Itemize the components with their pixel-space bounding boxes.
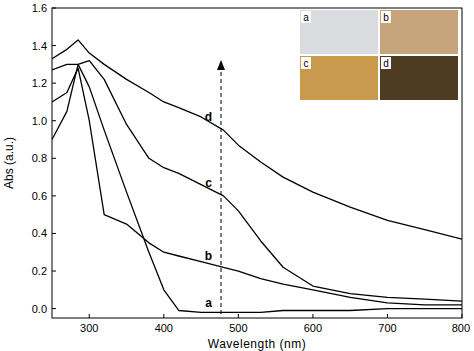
series-line (52, 68, 462, 305)
inset-photo (300, 56, 378, 100)
inset-label-box (381, 57, 391, 69)
inset-photo (300, 10, 378, 54)
y-tick-label: 0.0 (32, 303, 47, 315)
series-group (52, 40, 462, 312)
y-tick-label: 1.4 (32, 40, 47, 52)
y-tick-label: 1.2 (32, 77, 47, 89)
x-tick (163, 314, 164, 318)
series-label: a (205, 296, 212, 310)
inset-label: a (303, 12, 309, 23)
inset-label: c (304, 58, 309, 69)
x-tick-label: 700 (378, 322, 396, 334)
series-line (52, 64, 462, 312)
chart: 300 400 500 600 700 800 0.0 0.2 0.4 0.6 0.8 1.0 1.2 1… (0, 0, 474, 351)
x-tick (238, 314, 239, 318)
x-tick (462, 314, 463, 318)
y-tick (52, 233, 56, 234)
series-label: b (205, 249, 212, 263)
y-tick (52, 8, 56, 9)
x-tick-label: 400 (155, 322, 173, 334)
inset-photo (380, 56, 458, 100)
y-tick (52, 120, 56, 121)
x-tick (312, 314, 313, 318)
trend-arrow (221, 63, 222, 314)
y-tick-label: 0.6 (32, 190, 47, 202)
inset-label-box (381, 11, 391, 23)
inset-label-box (301, 57, 311, 69)
y-tick (52, 45, 56, 46)
inset-label-box (301, 11, 311, 23)
y-tick (52, 158, 56, 159)
x-tick (387, 314, 388, 318)
y-tick-label: 0.2 (32, 265, 47, 277)
plot-frame (52, 8, 462, 318)
x-tick-label: 300 (80, 322, 98, 334)
x-tick-label: 500 (229, 322, 247, 334)
x-tick (89, 314, 90, 318)
y-axis-label: Abs (a.u.) (2, 137, 16, 189)
x-axis-label: Wavelength (nm) (208, 337, 306, 351)
y-tick-label: 1.6 (32, 2, 47, 14)
x-tick-label: 800 (452, 322, 470, 334)
inset-label: b (383, 12, 389, 23)
x-tick-label: 600 (304, 322, 322, 334)
trend-arrow-head (217, 60, 225, 70)
series-label: c (205, 176, 212, 190)
y-tick-label: 0.4 (32, 227, 47, 239)
inset-photo (380, 10, 458, 54)
series-line (52, 40, 462, 239)
series-label: d (205, 110, 212, 124)
y-tick-label: 1.0 (32, 115, 47, 127)
y-tick (52, 195, 56, 196)
y-tick (52, 83, 56, 84)
y-tick-label: 0.8 (32, 152, 47, 164)
y-tick (52, 308, 56, 309)
inset-label: d (383, 58, 389, 69)
y-tick (52, 271, 56, 272)
